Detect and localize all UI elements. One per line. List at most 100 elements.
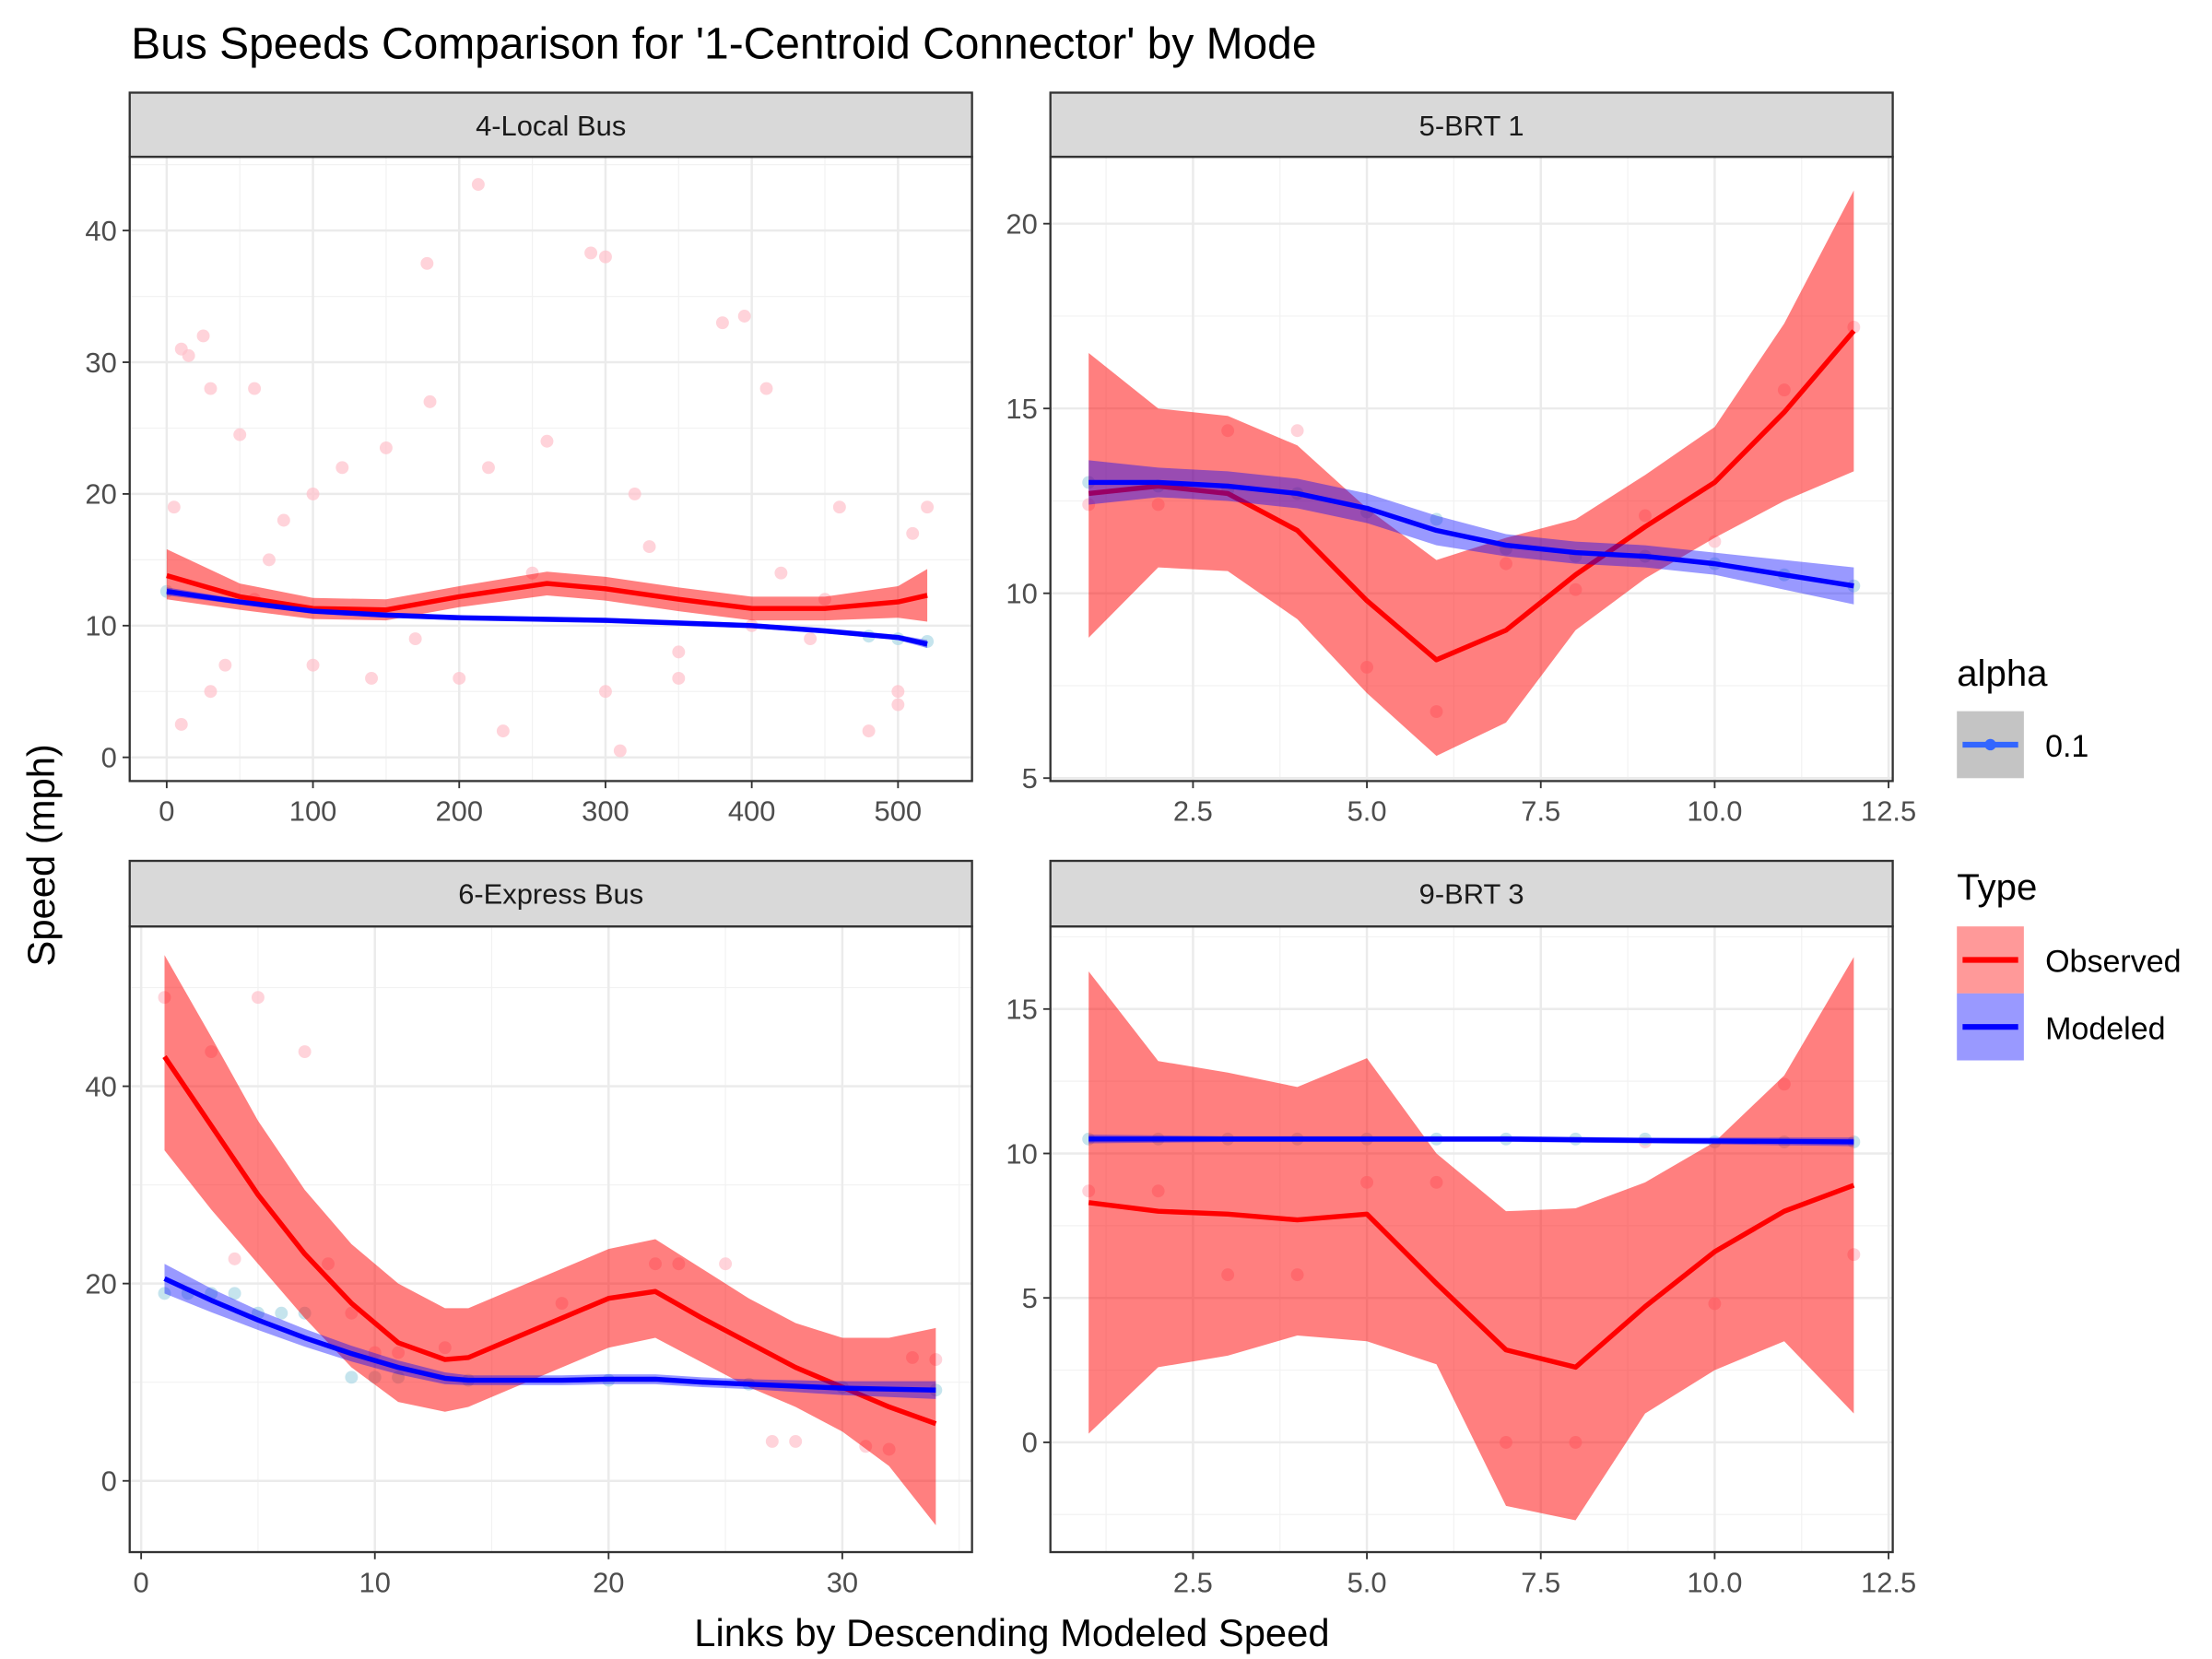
smooth-line (1088, 329, 1856, 663)
strip-label: 5-BRT 1 (1419, 110, 1524, 142)
point (453, 672, 466, 685)
point (233, 428, 247, 441)
y-tick-label: 20 (85, 1267, 116, 1300)
point (471, 178, 485, 192)
x-tick-label: 200 (435, 795, 483, 828)
x-tick-label: 2.5 (1173, 1566, 1213, 1598)
point (335, 461, 349, 475)
strip (1049, 91, 1894, 159)
point (196, 329, 210, 343)
smooth-line (163, 1276, 936, 1393)
point (482, 461, 495, 475)
y-tick-label: 0 (101, 1465, 117, 1498)
strip (128, 859, 973, 928)
x-tick-label: 10.0 (1687, 1566, 1742, 1598)
y-tick-label: 5 (1022, 762, 1038, 794)
y-tick-label: 20 (85, 478, 116, 511)
x-tick-label: 12.5 (1861, 1566, 1916, 1598)
point (832, 500, 846, 514)
point (1430, 512, 1443, 526)
point (759, 382, 773, 395)
point (379, 441, 393, 454)
y-tick-label: 10 (85, 610, 116, 642)
y-tick-label: 10 (1006, 1137, 1037, 1170)
x-tick-label: 5.0 (1347, 795, 1387, 828)
y-tick-label: 40 (85, 1070, 116, 1102)
point (298, 1045, 312, 1059)
confidence-band (1088, 957, 1854, 1521)
point (276, 513, 290, 527)
y-tick-label: 15 (1006, 994, 1037, 1026)
point (862, 724, 876, 738)
point (228, 1252, 241, 1265)
point (672, 672, 686, 685)
strip (1049, 859, 1894, 928)
point (204, 685, 218, 699)
point (628, 487, 641, 500)
point (306, 487, 320, 500)
point (737, 310, 751, 323)
point (584, 246, 598, 260)
legend-label: Modeled (2045, 1011, 2165, 1046)
x-tick-label: 2.5 (1173, 795, 1213, 828)
x-tick-label: 7.5 (1521, 1566, 1560, 1598)
smooth-line (166, 588, 928, 647)
point (251, 991, 265, 1005)
point (672, 645, 686, 659)
y-tick-label: 0 (1022, 1427, 1038, 1459)
x-tick-label: 5.0 (1347, 1566, 1387, 1598)
panel-background (129, 157, 972, 782)
point (262, 553, 276, 567)
y-tick-label: 5 (1022, 1282, 1038, 1314)
point (598, 685, 612, 699)
x-axis-label: Links by Descending Modeled Speed (694, 1611, 1329, 1654)
smooth-line (1088, 479, 1854, 589)
x-tick-label: 10 (359, 1566, 391, 1598)
confidence-band (164, 1264, 936, 1399)
point (420, 256, 434, 270)
legend-title: alpha (1957, 653, 2048, 694)
x-tick-label: 30 (827, 1566, 858, 1598)
point (345, 1371, 359, 1384)
y-tick-label: 0 (101, 742, 117, 774)
point (158, 1287, 171, 1300)
x-tick-label: 10.0 (1687, 795, 1742, 828)
x-tick-label: 500 (875, 795, 923, 828)
legend-title: Type (1957, 866, 2037, 908)
x-tick-label: 400 (728, 795, 776, 828)
y-tick-label: 15 (1006, 393, 1037, 425)
y-tick-label: 40 (85, 215, 116, 247)
point (906, 526, 920, 540)
point (423, 394, 437, 408)
point (306, 658, 320, 672)
point (408, 632, 422, 646)
x-tick-label: 300 (582, 795, 629, 828)
x-tick-label: 0 (134, 1566, 149, 1598)
smooth-line (162, 1054, 937, 1427)
point (248, 382, 262, 395)
point (715, 316, 729, 330)
point (167, 500, 181, 514)
point (218, 658, 232, 672)
point (789, 1434, 803, 1448)
point (774, 566, 788, 580)
point (275, 1306, 288, 1320)
point (182, 348, 195, 362)
strip-label: 6-Express Bus (458, 877, 643, 910)
legend-key-point (1984, 738, 1996, 751)
point (891, 685, 905, 699)
point (1290, 424, 1304, 438)
point (804, 632, 818, 646)
legend-label: 0.1 (2045, 729, 2088, 764)
chart-title: Bus Speeds Comparison for '1-Centroid Co… (131, 19, 1316, 68)
point (174, 718, 188, 731)
x-tick-label: 20 (593, 1566, 624, 1598)
point (496, 724, 510, 738)
x-tick-label: 100 (289, 795, 337, 828)
point (891, 698, 905, 712)
point (540, 434, 554, 448)
strip (128, 91, 973, 159)
smooth-line (1088, 1182, 1855, 1371)
